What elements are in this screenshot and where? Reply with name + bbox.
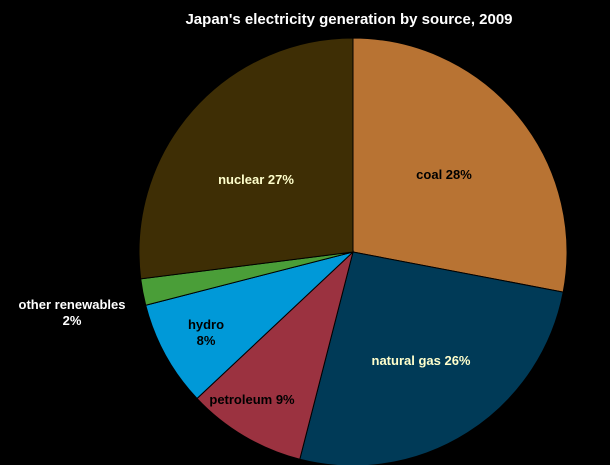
slice-label-nuclear: nuclear 27% <box>218 172 294 187</box>
chart-title: Japan's electricity generation by source… <box>185 11 512 28</box>
slice-label-hydro: hydro 8% <box>188 317 224 348</box>
slice-label-petroleum: petroleum 9% <box>209 392 295 407</box>
pie-slice-nuclear <box>138 37 354 280</box>
pie-slice-petroleum <box>196 250 354 460</box>
slice-label-natural-gas: natural gas 26% <box>372 353 471 368</box>
slice-label-coal: coal 28% <box>416 167 472 182</box>
slice-label-other-renewables: other renewables 2% <box>19 297 126 328</box>
pie-slice-hydro <box>145 251 354 400</box>
pie-labels: coal 28% natural gas 26% petroleum 9% hydro… <box>19 167 473 407</box>
pie-slice-coal <box>352 37 568 293</box>
pie-slice-natural-gas <box>299 251 564 465</box>
pie-slices <box>138 37 568 465</box>
